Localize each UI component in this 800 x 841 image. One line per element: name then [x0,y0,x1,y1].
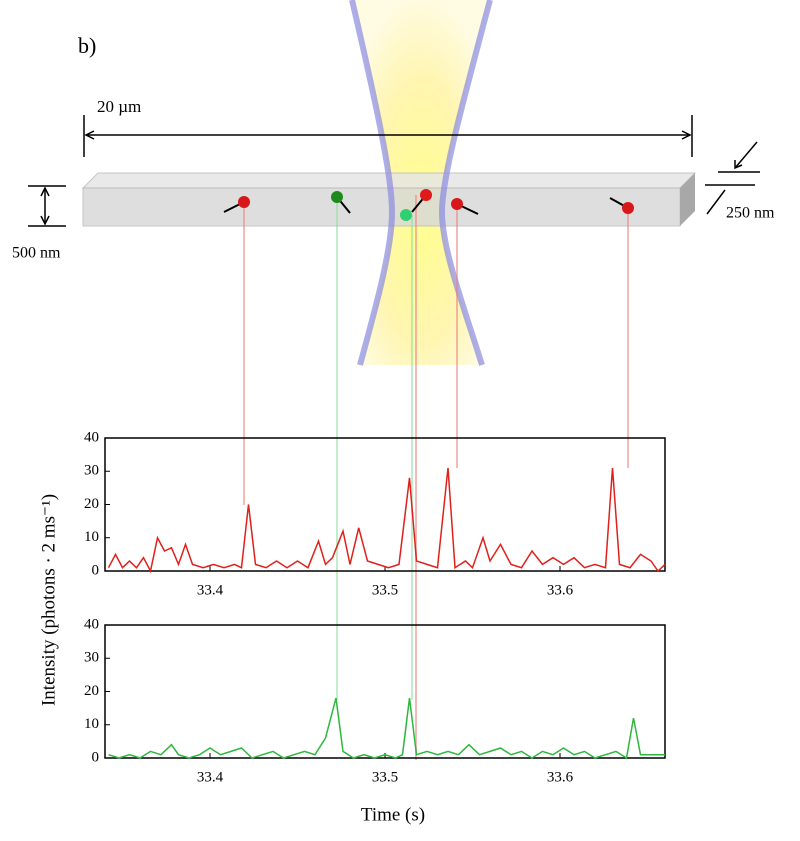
y-tick-label: 10 [84,716,99,732]
y-tick-label: 10 [84,529,99,545]
x-tick-label: 33.6 [547,582,574,598]
channel-side [680,173,695,226]
plot-frame [104,437,666,572]
x-tick-label: 33.5 [372,582,398,598]
x-tick-label: 33.4 [197,582,224,598]
projection-lines [243,195,629,760]
y-tick-label: 40 [84,616,99,632]
panel-label: b) [78,33,96,58]
x-tick-label: 33.4 [197,769,224,785]
y-tick-label: 20 [84,683,99,699]
y-tick-label: 0 [92,562,100,578]
x-axis-title: Time (s) [361,804,425,825]
y-axis-title: Intensity (photons · 2 ms⁻¹) [38,494,59,706]
channel-front [82,187,681,227]
y-tick-label: 40 [84,429,99,445]
beam-edge [349,0,396,366]
data-line [108,697,665,760]
scale-label: 20 µm [97,97,141,116]
dimension-lines [28,115,760,227]
molecules [223,189,634,221]
y-tick-label: 30 [84,650,99,666]
x-tick-label: 33.5 [372,769,398,785]
plot-frame [104,624,666,759]
y-tick-label: 0 [92,749,100,765]
y-tick-label: 30 [84,463,99,479]
y-tick-label: 20 [84,496,99,512]
depth-label: 250 nm [726,205,775,222]
height-label: 500 nm [12,245,61,262]
beam-edge [438,0,493,366]
data-line [107,467,666,574]
x-tick-label: 33.6 [547,769,574,785]
